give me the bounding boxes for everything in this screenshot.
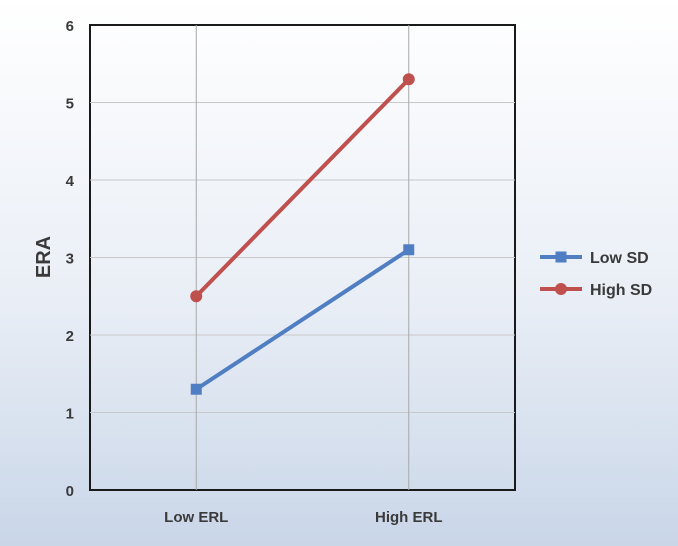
legend-item: Low SD (540, 250, 649, 267)
legend-item: High SD (540, 282, 652, 299)
series-high-sd (190, 73, 415, 303)
legend: Low SD High SD (540, 250, 652, 299)
legend-label: High SD (590, 282, 652, 299)
y-tick-label: 4 (66, 173, 75, 190)
legend-marker-square (555, 251, 567, 263)
y-tick-label: 3 (66, 251, 74, 268)
legend-label: Low SD (590, 250, 649, 267)
y-axis-ticks: 0 1 2 3 4 5 6 (66, 18, 75, 500)
series-layer (190, 73, 415, 395)
data-point-circle (402, 73, 415, 86)
series-line (194, 77, 411, 298)
x-tick-label: High ERL (375, 509, 443, 526)
data-point-square (403, 244, 415, 256)
y-tick-label: 5 (66, 96, 74, 113)
x-tick-label: Low ERL (164, 509, 228, 526)
y-axis-title: ERA (33, 236, 55, 278)
y-tick-label: 0 (66, 483, 74, 500)
data-point-square (190, 383, 202, 395)
series-low-sd (190, 244, 415, 395)
y-tick-label: 2 (66, 328, 74, 345)
series-line (195, 248, 410, 391)
y-tick-label: 1 (66, 406, 74, 423)
data-point-circle (190, 290, 203, 303)
legend-marker-circle (555, 283, 567, 295)
gridlines (90, 25, 515, 490)
x-axis-ticks: Low ERL High ERL (164, 509, 442, 526)
y-tick-label: 6 (66, 18, 74, 35)
